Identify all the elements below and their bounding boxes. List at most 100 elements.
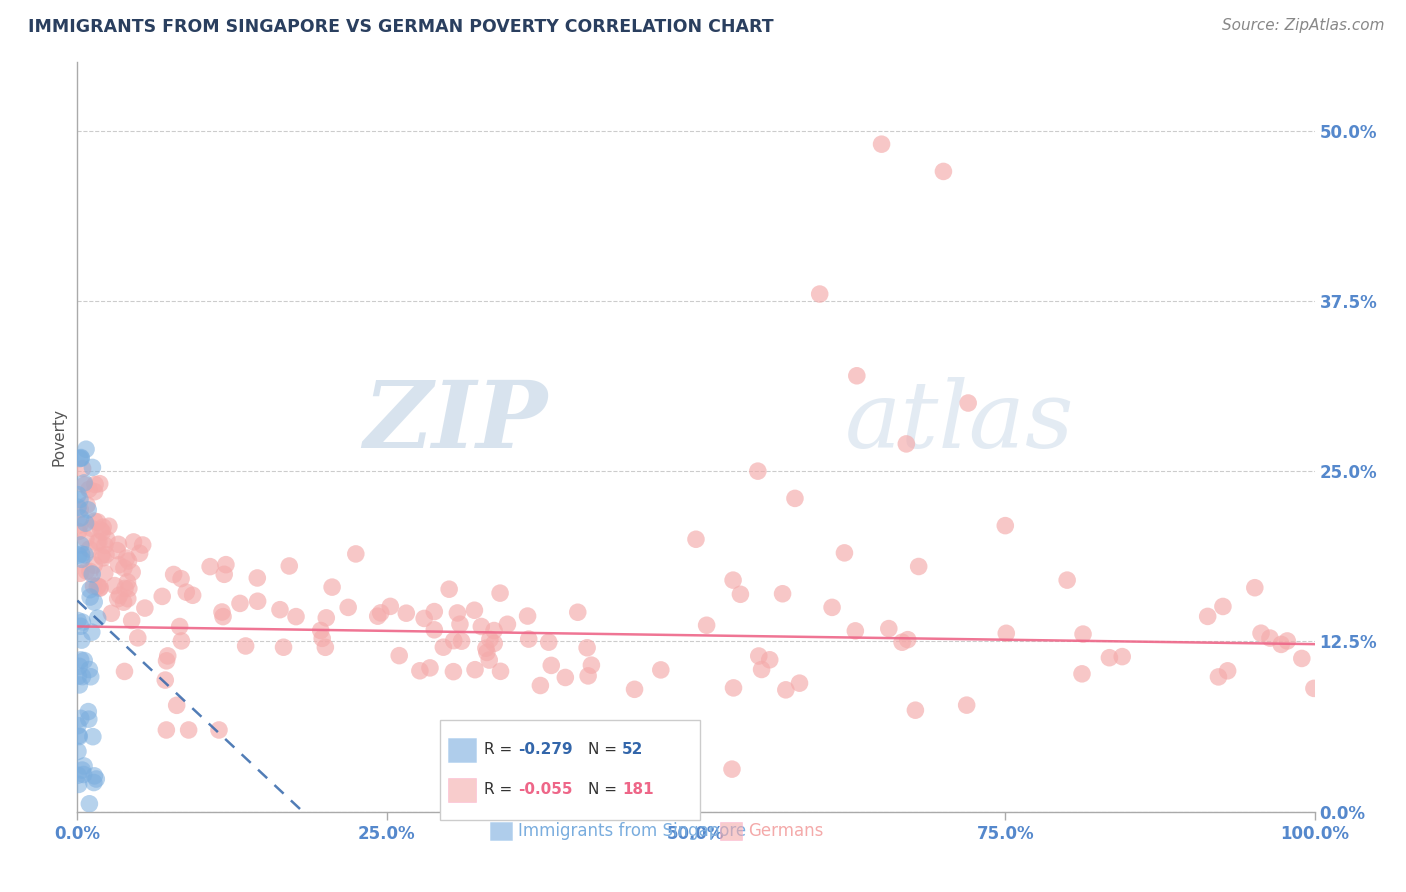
Point	[198, 559, 221, 574]
Point	[75, 516, 97, 531]
Point	[269, 603, 291, 617]
Point	[67, 729, 90, 743]
Point	[73, 759, 96, 773]
Point	[69, 711, 91, 725]
Point	[77, 705, 100, 719]
Point	[72, 767, 94, 781]
Point	[91, 550, 114, 565]
Point	[83, 775, 105, 789]
Point	[235, 639, 257, 653]
Point	[89, 476, 111, 491]
Point	[170, 634, 193, 648]
Text: 181: 181	[621, 782, 654, 797]
Point	[723, 681, 745, 695]
Point	[845, 368, 868, 383]
Point	[87, 579, 110, 593]
Point	[67, 548, 90, 562]
Point	[995, 626, 1018, 640]
Point	[69, 538, 91, 552]
Text: -0.279: -0.279	[517, 742, 572, 757]
Y-axis label: Poverty: Poverty	[51, 408, 66, 467]
Point	[441, 665, 464, 679]
Text: R =: R =	[484, 782, 517, 797]
Point	[83, 514, 105, 528]
Point	[1056, 573, 1078, 587]
Text: IMMIGRANTS FROM SINGAPORE VS GERMAN POVERTY CORRELATION CHART: IMMIGRANTS FROM SINGAPORE VS GERMAN POVE…	[28, 18, 773, 36]
Point	[114, 665, 136, 679]
Point	[82, 579, 104, 593]
Point	[1258, 631, 1281, 645]
Point	[730, 587, 752, 601]
FancyBboxPatch shape	[440, 720, 700, 820]
Text: -0.055: -0.055	[517, 782, 572, 797]
Point	[155, 673, 177, 687]
Point	[529, 679, 551, 693]
Point	[77, 483, 100, 497]
Point	[134, 601, 156, 615]
Text: Source: ZipAtlas.com: Source: ZipAtlas.com	[1222, 18, 1385, 33]
Point	[215, 558, 238, 572]
Point	[80, 625, 103, 640]
Point	[67, 678, 90, 692]
Point	[73, 478, 96, 492]
Point	[114, 582, 136, 596]
Point	[91, 524, 114, 539]
Point	[121, 614, 143, 628]
Point	[77, 503, 100, 517]
Point	[834, 546, 856, 560]
Point	[89, 580, 111, 594]
Point	[91, 520, 114, 534]
Point	[808, 287, 831, 301]
Point	[150, 590, 173, 604]
Point	[83, 769, 105, 783]
FancyBboxPatch shape	[720, 822, 742, 840]
Point	[449, 617, 471, 632]
Point	[121, 565, 143, 579]
Point	[83, 484, 105, 499]
Point	[423, 605, 446, 619]
Point	[772, 587, 794, 601]
Point	[86, 515, 108, 529]
Text: R =: R =	[484, 742, 517, 757]
Point	[370, 606, 392, 620]
Point	[66, 744, 89, 758]
Point	[86, 535, 108, 549]
Point	[489, 665, 512, 679]
Point	[67, 730, 90, 744]
Point	[475, 641, 498, 656]
Point	[96, 533, 118, 547]
Point	[69, 517, 91, 532]
Point	[155, 723, 177, 737]
Point	[87, 534, 110, 549]
Point	[1291, 651, 1313, 665]
Point	[747, 464, 769, 478]
Point	[79, 590, 101, 604]
Point	[482, 636, 505, 650]
Point	[117, 554, 139, 568]
Point	[581, 658, 603, 673]
Point	[696, 618, 718, 632]
Point	[789, 676, 811, 690]
Point	[751, 663, 773, 677]
Point	[100, 607, 122, 621]
Point	[70, 633, 93, 648]
Point	[844, 624, 866, 638]
Point	[69, 566, 91, 581]
Point	[67, 524, 90, 539]
Point	[75, 564, 97, 578]
Point	[75, 442, 97, 457]
Point	[67, 659, 90, 673]
Point	[90, 523, 112, 537]
Point	[576, 640, 599, 655]
Point	[1071, 627, 1094, 641]
Point	[478, 632, 501, 647]
Point	[482, 624, 505, 638]
Point	[72, 461, 94, 475]
Point	[166, 698, 188, 713]
Point	[170, 572, 193, 586]
Point	[73, 548, 96, 562]
Point	[1208, 670, 1230, 684]
Point	[156, 648, 179, 663]
Point	[70, 763, 93, 777]
Point	[423, 623, 446, 637]
